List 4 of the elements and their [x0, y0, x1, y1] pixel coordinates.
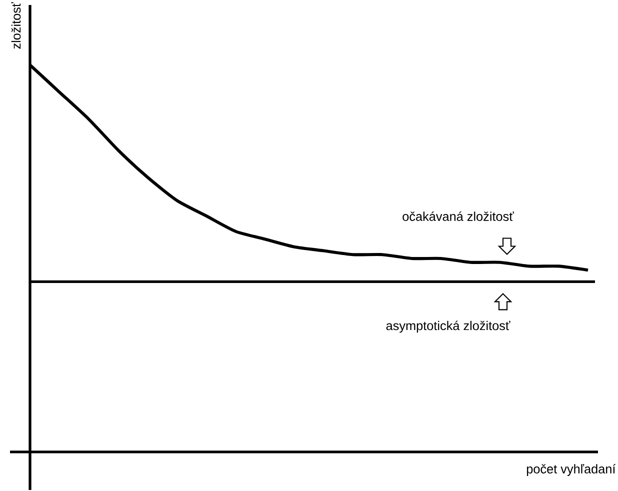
- legend-label: asymptotická zložitosť: [386, 320, 510, 333]
- annotation: očakávaná zložitosť: [402, 211, 514, 221]
- y-axis-title: zložitosť: [11, 2, 21, 49]
- x-axis-title: počet vyhľadaní: [526, 464, 616, 476]
